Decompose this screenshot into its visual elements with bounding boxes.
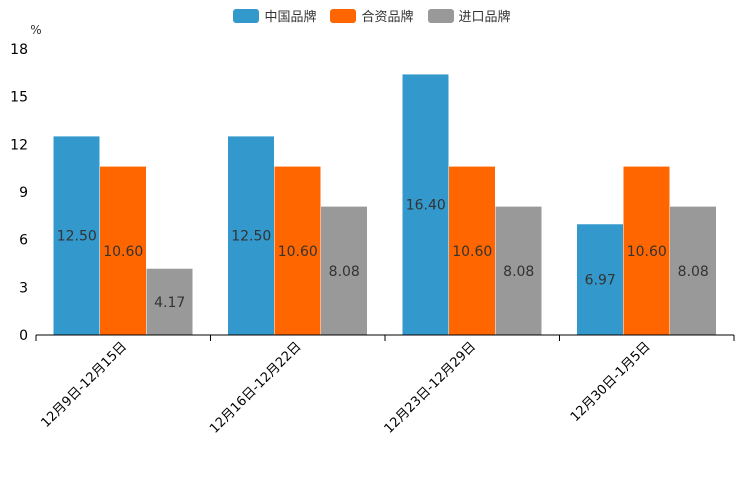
bar-joint-venture-brand[interactable] (274, 166, 321, 335)
legend-item-china-brand[interactable]: 中国品牌 (233, 6, 316, 25)
bar-china-brand[interactable] (53, 136, 100, 335)
x-category-label: 12月30日-1月5日 (568, 339, 654, 425)
legend-item-imported-brand[interactable]: 进口品牌 (427, 6, 511, 25)
bar-imported-brand[interactable] (146, 268, 193, 335)
x-category-label: 12月23日-12月29日 (382, 339, 479, 436)
bar-china-brand[interactable] (402, 74, 449, 335)
bar-joint-venture-brand[interactable] (449, 166, 495, 335)
bar-china-brand[interactable] (228, 136, 274, 335)
y-axis-unit-label: % (30, 23, 41, 37)
legend-swatch-joint-venture-brand (330, 8, 357, 23)
bar-data-label: 10.60 (278, 244, 318, 260)
chart-legend: 中国品牌 合资品牌 进口品牌 (0, 6, 744, 25)
y-tick-label: 3 (19, 280, 28, 296)
bar-data-label: 10.60 (452, 244, 492, 260)
legend-swatch-china-brand (233, 8, 260, 23)
legend-label-joint-venture-brand: 合资品牌 (361, 10, 414, 25)
bar-imported-brand[interactable] (321, 206, 367, 335)
bar-data-label: 4.17 (154, 295, 185, 311)
bar-data-label: 12.50 (231, 229, 271, 245)
bar-data-label: 6.97 (585, 273, 616, 289)
legend-label-imported-brand: 进口品牌 (458, 10, 511, 25)
bar-imported-brand[interactable] (495, 206, 542, 335)
y-tick-label: 0 (19, 328, 28, 344)
legend-label-china-brand: 中国品牌 (264, 10, 317, 25)
bar-data-label: 8.08 (329, 264, 360, 280)
bar-data-label: 8.08 (678, 264, 709, 280)
bar-china-brand[interactable] (577, 224, 623, 335)
x-category-label: 12月9日-12月15日 (38, 339, 130, 431)
y-tick-label: 9 (19, 185, 28, 201)
legend-swatch-imported-brand (427, 8, 454, 23)
x-category-label: 12月16日-12月22日 (207, 339, 304, 436)
bar-data-label: 16.40 (406, 198, 446, 214)
y-tick-label: 12 (10, 137, 28, 153)
legend-item-joint-venture-brand[interactable]: 合资品牌 (330, 6, 414, 25)
bar-joint-venture-brand[interactable] (623, 166, 670, 335)
bar-data-label: 12.50 (57, 229, 97, 245)
bar-data-label: 10.60 (627, 244, 667, 260)
bar-imported-brand[interactable] (670, 206, 716, 335)
y-tick-label: 6 (19, 233, 28, 249)
bar-joint-venture-brand[interactable] (100, 166, 146, 335)
y-tick-label: 18 (10, 42, 28, 58)
bar-data-label: 8.08 (503, 264, 534, 280)
bar-data-label: 10.60 (103, 244, 143, 260)
y-tick-label: 15 (10, 90, 28, 106)
